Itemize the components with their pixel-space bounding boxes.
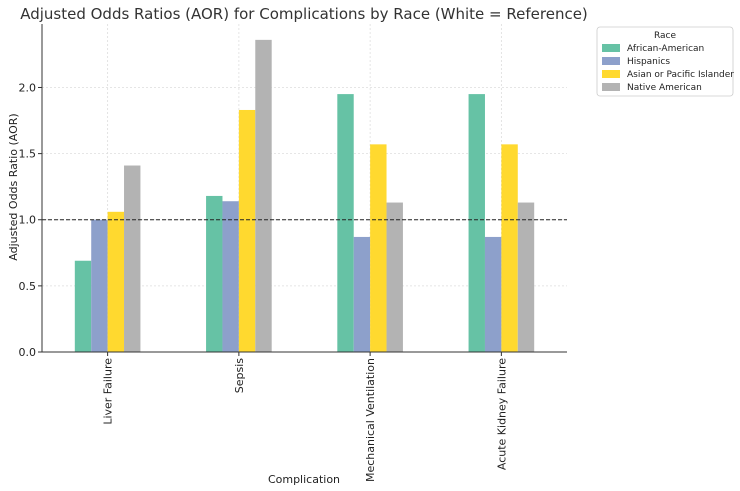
x-tick-label: Sepsis [233,358,246,394]
y-ticks: 0.0 0.5 1.0 1.5 2.0 [19,81,42,359]
bar-native-american-0 [124,165,141,352]
bar-asian-or-pacific-islander-2 [370,144,387,352]
legend-swatch [602,70,620,78]
bar-hispanics-3 [484,236,502,352]
bar-hispanics-0 [91,219,108,352]
bar-african-american-3 [468,94,485,352]
legend-label: Hispanics [627,57,670,67]
y-axis-label: Adjusted Odds Ratio (AOR) [7,113,20,260]
bar-african-american-1 [206,195,223,352]
legend: Race African-American Hispanics Asian or P… [596,26,734,97]
y-tick-label: 1.0 [19,214,37,227]
bars [74,39,535,352]
y-tick-label: 1.5 [19,148,37,161]
x-tick-label: Mechanical Ventilation [364,358,377,482]
bar-native-american-2 [386,202,403,352]
bar-hispanics-2 [353,236,371,352]
x-tick-label: Liver Failure [102,358,115,425]
bar-native-american-3 [517,202,535,352]
legend-swatch [602,57,620,65]
x-tick-label: Acute Kidney Failure [495,358,508,470]
legend-label: Asian or Pacific Islander [627,70,734,80]
legend-items: African-American Hispanics Asian or Pacifi… [602,44,734,93]
y-tick-label: 0.0 [19,346,37,359]
y-tick-label: 2.0 [19,81,37,94]
y-tick-label: 0.5 [19,280,37,293]
bar-african-american-2 [337,94,354,352]
legend-label: African-American [627,44,704,54]
legend-swatch [602,44,620,52]
bar-asian-or-pacific-islander-0 [107,211,125,352]
legend-title: Race [654,31,677,41]
x-ticks: Liver Failure Sepsis Mechanical Ventilatio… [102,352,508,482]
legend-frame [596,26,734,97]
legend-swatch [602,83,620,91]
bar-african-american-0 [74,260,92,352]
chart-title: Adjusted Odds Ratios (AOR) for Complicat… [20,5,588,23]
bar-hispanics-1 [222,201,239,352]
bar-native-american-1 [255,39,272,352]
legend-label: Native American [627,83,702,93]
bar-asian-or-pacific-islander-3 [501,144,518,352]
bar-asian-or-pacific-islander-1 [238,109,256,352]
x-axis-label: Complication [268,473,340,486]
